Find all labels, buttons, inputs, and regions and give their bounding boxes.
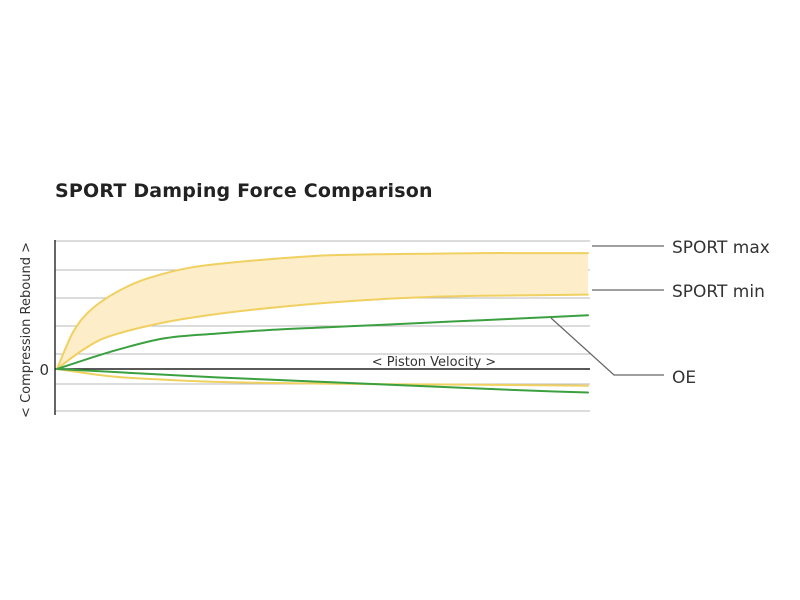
y-zero-label: 0 — [39, 361, 49, 379]
sport-band-fill — [57, 253, 588, 369]
legend-label-oe: OE — [672, 368, 696, 388]
legend-label-sport-max: SPORT max — [672, 238, 770, 258]
chart-title: SPORT Damping Force Comparison — [55, 180, 433, 202]
leader-oe — [550, 317, 664, 376]
sport-range-band — [57, 253, 588, 369]
series-line-sport-min — [56, 293, 589, 370]
axes — [54, 240, 590, 415]
series-line-oe — [56, 314, 589, 370]
legend-leaders — [550, 245, 664, 376]
x-axis-label: < Piston Velocity > — [372, 355, 496, 370]
y-axis-label: < Compression Rebound > — [19, 242, 34, 418]
legend-label-sport-min: SPORT min — [672, 282, 765, 302]
series-line-sport-max — [56, 252, 589, 370]
series-line-rebound-3 — [56, 368, 589, 387]
series-line-rebound-4 — [56, 368, 589, 394]
series-lines — [56, 252, 589, 394]
